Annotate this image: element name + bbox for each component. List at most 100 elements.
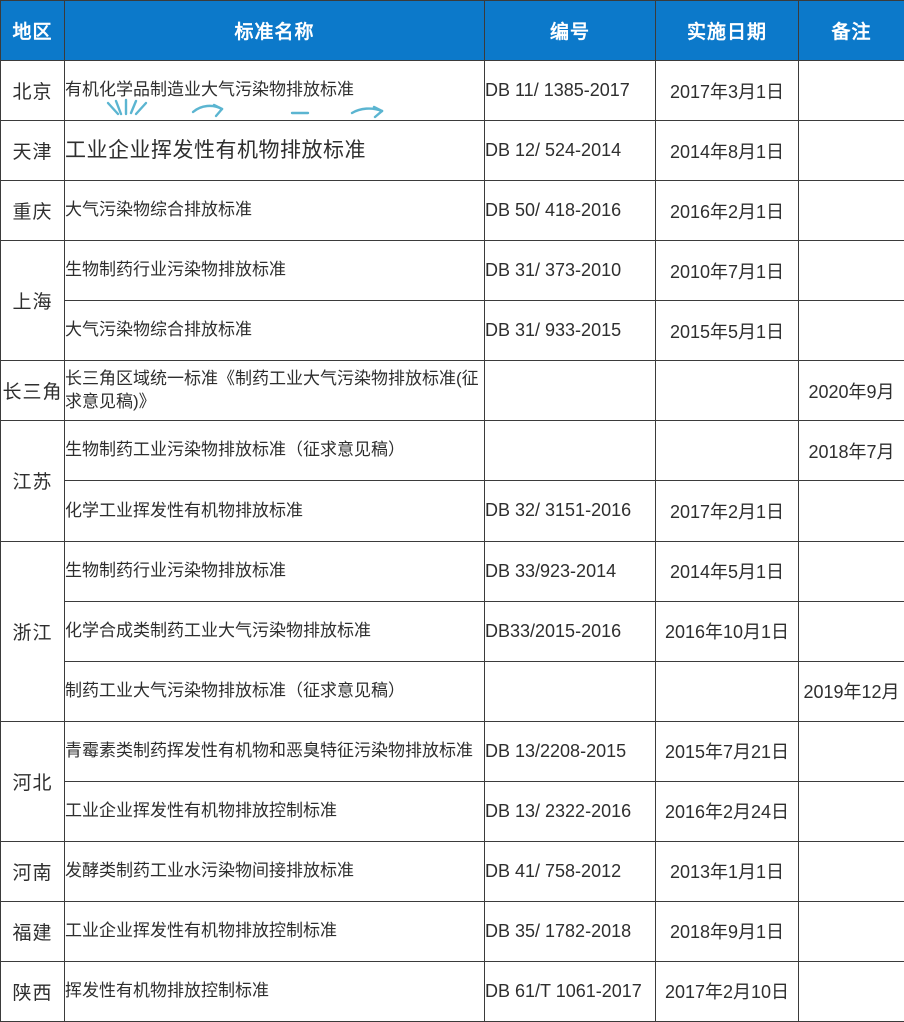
cell-code: DB33/2015-2016	[485, 601, 656, 661]
cell-region: 浙江	[1, 541, 65, 721]
cell-code: DB 50/ 418-2016	[485, 181, 656, 241]
cell-region: 天津	[1, 121, 65, 181]
column-header-region: 地区	[1, 1, 65, 61]
cell-standard-name: 化学合成类制药工业大气污染物排放标准	[65, 601, 485, 661]
column-header-code: 编号	[485, 1, 656, 61]
cell-standard-name: 生物制药工业污染物排放标准（征求意见稿）	[65, 421, 485, 481]
header-row: 地区 标准名称 编号 实施日期 备注	[1, 1, 904, 61]
cell-code	[485, 421, 656, 481]
cell-implementation-date	[656, 421, 799, 481]
cell-implementation-date: 2014年5月1日	[656, 541, 799, 601]
cell-region: 河南	[1, 841, 65, 901]
table-row: 长三角长三角区域统一标准《制药工业大气污染物排放标准(征求意见稿)》2020年9…	[1, 361, 904, 421]
cell-standard-name: 有机化学品制造业大气污染物排放标准	[65, 61, 485, 121]
column-header-remark: 备注	[799, 1, 904, 61]
cell-code: DB 13/ 2322-2016	[485, 781, 656, 841]
cell-remark	[799, 601, 904, 661]
cell-standard-name: 大气污染物综合排放标准	[65, 301, 485, 361]
cell-remark	[799, 121, 904, 181]
cell-standard-name: 挥发性有机物排放控制标准	[65, 961, 485, 1021]
cell-standard-name: 生物制药行业污染物排放标准	[65, 241, 485, 301]
cell-implementation-date	[656, 661, 799, 721]
cell-implementation-date: 2017年3月1日	[656, 61, 799, 121]
cell-implementation-date: 2010年7月1日	[656, 241, 799, 301]
cell-region: 河北	[1, 721, 65, 841]
cell-implementation-date: 2016年10月1日	[656, 601, 799, 661]
column-header-date: 实施日期	[656, 1, 799, 61]
cell-remark	[799, 961, 904, 1021]
cell-remark	[799, 481, 904, 541]
cell-region: 陕西	[1, 961, 65, 1021]
cell-region: 上海	[1, 241, 65, 361]
cell-code: DB 13/2208-2015	[485, 721, 656, 781]
cell-standard-name: 生物制药行业污染物排放标准	[65, 541, 485, 601]
cell-remark	[799, 721, 904, 781]
cell-implementation-date: 2015年5月1日	[656, 301, 799, 361]
cell-code: DB 61/T 1061-2017	[485, 961, 656, 1021]
table-row: 江苏生物制药工业污染物排放标准（征求意见稿）2018年7月	[1, 421, 904, 481]
cell-remark: 2019年12月	[799, 661, 904, 721]
cell-code: DB 33/923-2014	[485, 541, 656, 601]
cell-region: 江苏	[1, 421, 65, 541]
cell-region: 长三角	[1, 361, 65, 421]
cell-remark	[799, 61, 904, 121]
cell-code	[485, 361, 656, 421]
cell-standard-name: 青霉素类制药挥发性有机物和恶臭特征污染物排放标准	[65, 721, 485, 781]
cell-code: DB 41/ 758-2012	[485, 841, 656, 901]
cell-implementation-date: 2016年2月24日	[656, 781, 799, 841]
cell-standard-name: 化学工业挥发性有机物排放标准	[65, 481, 485, 541]
cell-code	[485, 661, 656, 721]
cell-standard-name: 工业企业挥发性有机物排放控制标准	[65, 781, 485, 841]
cell-remark: 2018年7月	[799, 421, 904, 481]
cell-implementation-date	[656, 361, 799, 421]
cell-implementation-date: 2013年1月1日	[656, 841, 799, 901]
cell-remark	[799, 301, 904, 361]
cell-remark	[799, 181, 904, 241]
cell-remark	[799, 901, 904, 961]
cell-region: 重庆	[1, 181, 65, 241]
cell-region: 北京	[1, 61, 65, 121]
cell-remark: 2020年9月	[799, 361, 904, 421]
table-row: 制药工业大气污染物排放标准（征求意见稿） 2019年12月	[1, 661, 904, 721]
cell-standard-name: 工业企业挥发性有机物排放标准	[65, 121, 485, 181]
cell-implementation-date: 2016年2月1日	[656, 181, 799, 241]
table-header: 地区 标准名称 编号 实施日期 备注	[1, 1, 904, 61]
cell-code: DB 11/ 1385-2017	[485, 61, 656, 121]
cell-code: DB 31/ 373-2010	[485, 241, 656, 301]
cell-standard-name: 大气污染物综合排放标准	[65, 181, 485, 241]
cell-remark	[799, 781, 904, 841]
cell-implementation-date: 2017年2月10日	[656, 961, 799, 1021]
cell-standard-name: 工业企业挥发性有机物排放控制标准	[65, 901, 485, 961]
cell-remark	[799, 541, 904, 601]
cell-remark	[799, 841, 904, 901]
cell-standard-name: 发酵类制药工业水污染物间接排放标准	[65, 841, 485, 901]
cell-code: DB 35/ 1782-2018	[485, 901, 656, 961]
cell-implementation-date: 2017年2月1日	[656, 481, 799, 541]
cell-standard-name: 制药工业大气污染物排放标准（征求意见稿）	[65, 661, 485, 721]
cell-region: 福建	[1, 901, 65, 961]
column-header-standard-name: 标准名称	[65, 1, 485, 61]
cell-remark	[799, 241, 904, 301]
cell-implementation-date: 2014年8月1日	[656, 121, 799, 181]
cell-code: DB 31/ 933-2015	[485, 301, 656, 361]
cell-implementation-date: 2018年9月1日	[656, 901, 799, 961]
cell-code: DB 32/ 3151-2016	[485, 481, 656, 541]
cell-code: DB 12/ 524-2014	[485, 121, 656, 181]
cell-implementation-date: 2015年7月21日	[656, 721, 799, 781]
